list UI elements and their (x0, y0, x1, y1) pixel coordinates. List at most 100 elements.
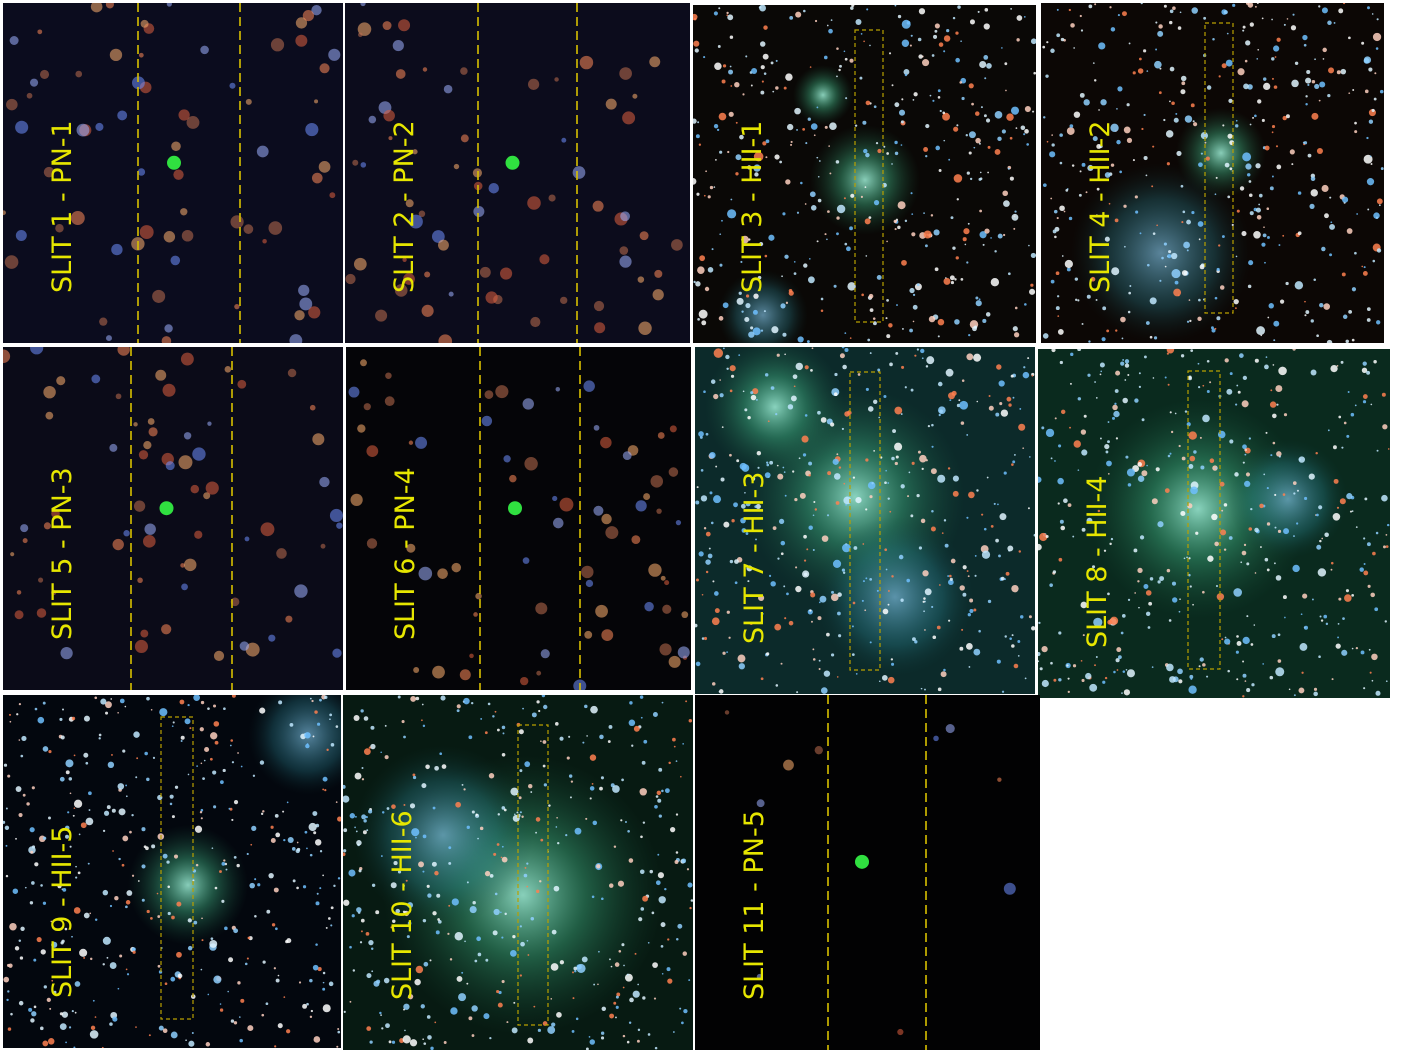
star (552, 517, 564, 529)
star (711, 682, 716, 686)
star (1184, 410, 1188, 413)
star (1236, 209, 1240, 213)
star (811, 620, 813, 623)
star (138, 450, 149, 460)
star (251, 825, 257, 831)
star (802, 570, 810, 578)
star (609, 1013, 615, 1019)
star (901, 19, 911, 29)
star (30, 850, 34, 854)
star (1014, 306, 1018, 310)
star (937, 318, 945, 326)
star (652, 962, 658, 968)
star (847, 282, 856, 291)
star (638, 917, 643, 922)
star (1164, 265, 1167, 268)
star (56, 376, 66, 386)
star (897, 14, 902, 19)
star (45, 411, 54, 420)
star (1024, 303, 1027, 306)
star (946, 29, 950, 33)
star (157, 964, 161, 968)
star (753, 293, 759, 299)
star (900, 598, 904, 602)
panel: SLIT 6 - PN-4 (346, 347, 691, 690)
star (146, 696, 150, 701)
star (965, 134, 968, 137)
star (1023, 133, 1026, 136)
star (628, 858, 634, 863)
star (1115, 658, 1120, 663)
star (480, 717, 483, 720)
star (1112, 404, 1118, 411)
star (765, 156, 768, 159)
star (4, 825, 10, 830)
star (1195, 531, 1199, 535)
star (657, 853, 660, 856)
star (275, 832, 281, 838)
star (1241, 550, 1247, 556)
star (308, 822, 317, 832)
star (528, 783, 533, 789)
star (925, 365, 929, 368)
star (756, 450, 762, 456)
nebula (1071, 163, 1251, 343)
star (682, 742, 684, 745)
star (591, 783, 594, 785)
star (948, 579, 954, 586)
star (8, 713, 12, 716)
star (999, 513, 1007, 521)
star (59, 776, 65, 782)
star (705, 432, 709, 436)
star (395, 908, 401, 914)
star (1206, 675, 1209, 678)
star (709, 491, 713, 495)
star (1368, 67, 1373, 72)
star (398, 19, 411, 32)
star (159, 708, 168, 717)
star (1263, 473, 1266, 476)
star (721, 426, 724, 428)
star (990, 237, 992, 239)
star (466, 881, 469, 884)
star (1375, 531, 1379, 535)
star (1197, 316, 1202, 321)
star (403, 884, 406, 887)
star (1111, 267, 1120, 276)
star (1114, 218, 1119, 223)
star (969, 177, 973, 181)
star (397, 695, 401, 699)
star (312, 964, 319, 971)
panel-label: SLIT 4 - HII-2 (1085, 121, 1116, 293)
star (1127, 310, 1131, 314)
star (407, 994, 414, 1000)
star (1244, 448, 1248, 452)
star (672, 737, 676, 742)
star (846, 246, 851, 252)
star (1242, 636, 1250, 645)
star (629, 997, 634, 1003)
star (740, 260, 743, 264)
star (784, 254, 789, 259)
star (832, 559, 842, 568)
star (1023, 366, 1026, 369)
star (695, 661, 701, 667)
star (983, 114, 987, 118)
star (745, 294, 750, 298)
star (519, 811, 522, 814)
star (997, 777, 1002, 782)
star (381, 811, 385, 814)
star (163, 231, 176, 243)
star (1371, 679, 1374, 682)
star (309, 978, 313, 983)
star (1211, 328, 1216, 333)
star (493, 908, 500, 916)
star (375, 309, 388, 322)
star (1378, 204, 1381, 207)
star (938, 42, 944, 47)
star (1001, 129, 1006, 134)
star (501, 979, 505, 984)
star (1030, 283, 1034, 287)
star (980, 106, 983, 109)
star (1204, 141, 1207, 144)
